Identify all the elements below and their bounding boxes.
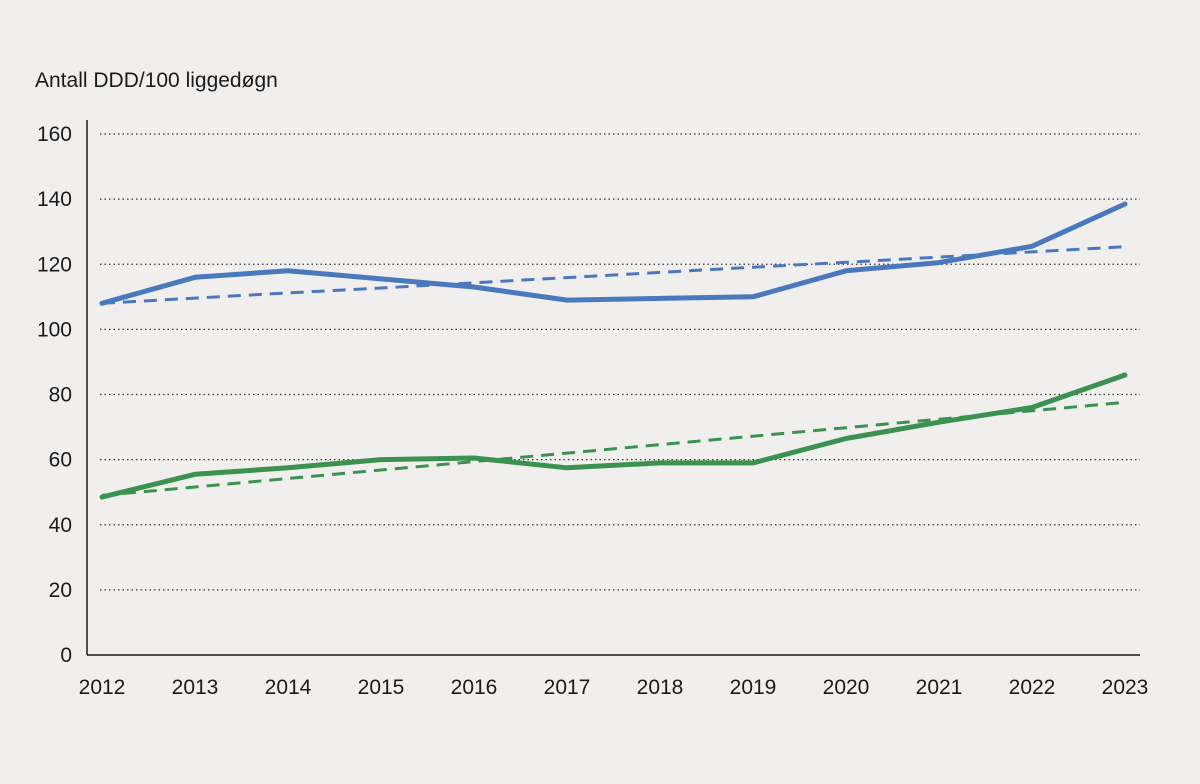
x-tick-label: 2020 — [823, 676, 870, 699]
y-tick-label: 120 — [37, 253, 72, 276]
x-tick-label: 2019 — [730, 676, 777, 699]
x-tick-label: 2016 — [451, 676, 498, 699]
y-axis-label: Antall DDD/100 liggedøgn — [35, 69, 278, 92]
y-tick-label: 100 — [37, 318, 72, 341]
x-tick-label: 2017 — [544, 676, 591, 699]
series-lines — [99, 201, 1128, 500]
y-tick-label: 160 — [37, 123, 72, 146]
series-line-3-dashed — [101, 400, 1126, 497]
x-tick-label: 2018 — [637, 676, 684, 699]
series-line-0-solid — [99, 201, 1128, 306]
y-tick-labels: 0 20 40 60 80 100 120 140 160 — [37, 123, 72, 667]
x-tick-label: 2014 — [265, 676, 312, 699]
x-tick-label: 2015 — [358, 676, 405, 699]
gridlines — [100, 133, 1140, 591]
y-tick-label: 80 — [49, 384, 72, 407]
x-tick-labels: 2012 2013 2014 2015 2016 2017 2018 2019 2020 2021… — [79, 676, 1149, 699]
x-tick-label: 2012 — [79, 676, 126, 699]
y-tick-label: 20 — [49, 579, 72, 602]
x-tick-label: 2021 — [916, 676, 963, 699]
series-line-1-dashed — [101, 245, 1126, 305]
series-line-2-solid — [99, 372, 1128, 500]
y-tick-label: 140 — [37, 188, 72, 211]
y-tick-label: 0 — [60, 644, 72, 667]
y-tick-label: 40 — [49, 514, 72, 537]
x-tick-label: 2022 — [1009, 676, 1056, 699]
x-tick-label: 2013 — [172, 676, 219, 699]
x-tick-label: 2023 — [1102, 676, 1149, 699]
y-tick-label: 60 — [49, 449, 72, 472]
